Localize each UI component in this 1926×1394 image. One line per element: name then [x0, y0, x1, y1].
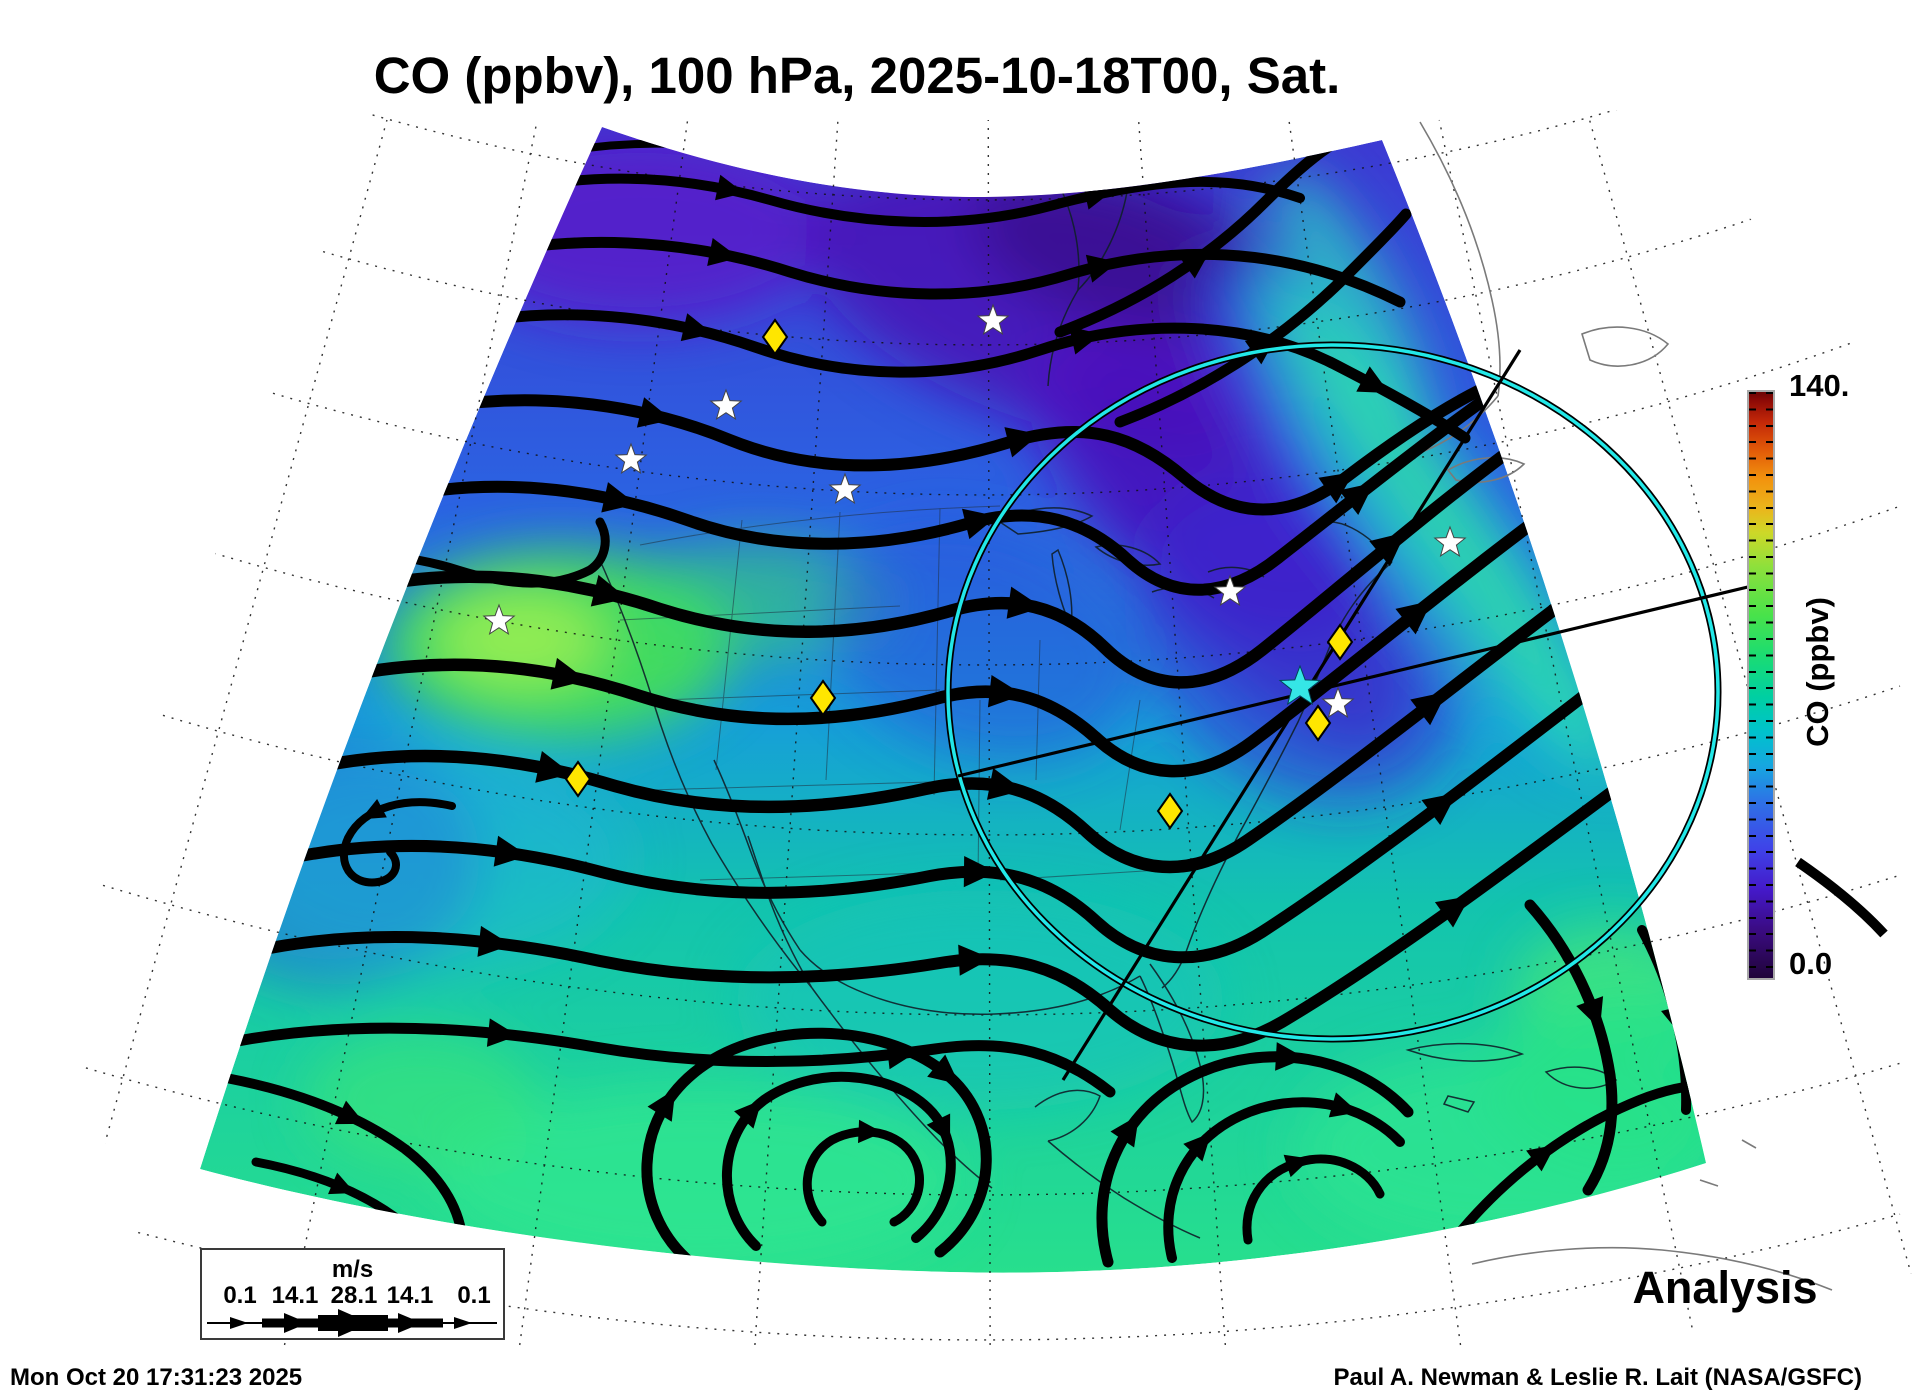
arrowhead-medium-left — [284, 1313, 308, 1333]
state-borders — [619, 505, 1161, 881]
arrowhead-small-right — [454, 1317, 472, 1329]
credit-text: Paul A. Newman & Leslie R. Lait (NASA/GS… — [1333, 1364, 1862, 1391]
yellow-diamond-marker — [1326, 623, 1354, 661]
arrowhead-small-left — [230, 1317, 248, 1329]
wind-legend-tick-label: 14.1 — [271, 1282, 319, 1309]
yellow-diamond-marker — [761, 318, 789, 356]
arrowhead-medium-right — [398, 1313, 422, 1333]
wind-legend-tick-label: 0.1 — [223, 1282, 257, 1309]
white-star-marker — [828, 472, 862, 505]
white-star-marker — [976, 303, 1010, 336]
yellow-diamond-marker — [1156, 792, 1184, 830]
arrowhead-large-center — [338, 1309, 370, 1337]
yellow-diamond-marker — [809, 679, 837, 717]
white-star-marker — [614, 442, 648, 475]
white-star-marker — [709, 388, 743, 421]
colorbar-min-label: 0.0 — [1789, 946, 1833, 981]
wind-legend-arrow — [207, 1309, 497, 1337]
streamline-stub — [1795, 857, 1888, 938]
cyan-star-marker — [1278, 664, 1322, 706]
white-star-marker — [482, 603, 516, 636]
colorbar-ticks-left — [1749, 392, 1756, 978]
wind-legend-tick-label: 14.1 — [386, 1282, 434, 1309]
colorbar-max-label: 140. — [1789, 368, 1850, 403]
track-line-1 — [1061, 349, 1522, 1081]
site-markers — [482, 303, 1467, 830]
white-star-marker — [1321, 686, 1355, 719]
colorbar-axis-label: CO (ppbv) — [1800, 597, 1835, 747]
range-ring — [946, 343, 1720, 1041]
status-badge: Analysis — [1632, 1262, 1818, 1313]
wind-legend-tick-label: 28.1 — [330, 1282, 378, 1309]
overlays — [944, 341, 1753, 1081]
white-star-marker — [1433, 525, 1467, 558]
wind-legend-unit: m/s — [331, 1256, 374, 1283]
colorbar-ticks-right — [1766, 392, 1773, 978]
yellow-diamond-marker — [1304, 704, 1332, 742]
track-line-2 — [957, 584, 1753, 778]
colorbar — [1747, 390, 1775, 980]
figure-title: CO (ppbv), 100 hPa, 2025-10-18T00, Sat. — [373, 47, 1341, 104]
generation-timestamp: Mon Oct 20 17:31:23 2025 — [10, 1364, 303, 1391]
wind-legend-tick-label: 0.1 — [457, 1282, 491, 1309]
wind-speed-legend: m/s 0.1 14.1 28.1 14.1 0.1 — [200, 1248, 505, 1340]
white-star-marker — [1213, 574, 1247, 607]
yellow-diamond-marker — [564, 760, 592, 798]
